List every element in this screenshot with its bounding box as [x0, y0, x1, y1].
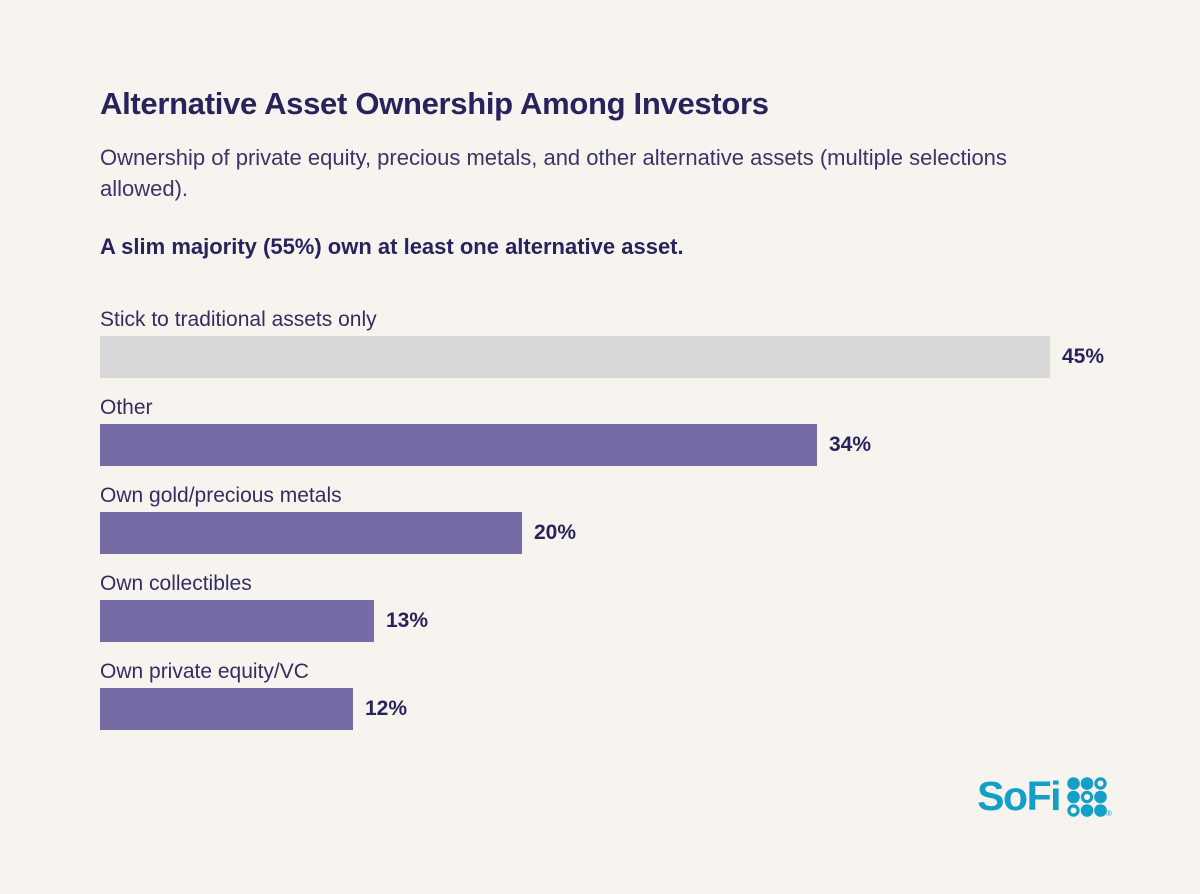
bar-category-label: Own collectibles: [100, 571, 252, 595]
bar-value-label: 34%: [829, 432, 872, 456]
bar: [100, 687, 353, 730]
bar-value-label: 45%: [1062, 344, 1105, 368]
bar-category-label: Other: [100, 395, 153, 419]
bar: [100, 599, 374, 642]
bar-track: 34%: [100, 423, 1110, 466]
dot-grid-graphic: [1067, 776, 1107, 817]
bar-category-label: Own gold/precious metals: [100, 483, 342, 507]
bar: [100, 335, 1050, 378]
bar: [100, 423, 817, 466]
bar-value-label: 12%: [365, 696, 408, 720]
bar-row: Stick to traditional assets only 45%: [100, 308, 1110, 378]
bar-category-label: Own private equity/VC: [100, 659, 309, 683]
sofi-logo-dots-icon: ®: [1067, 776, 1112, 817]
chart-subtitle: Ownership of private equity, precious me…: [100, 145, 1007, 202]
sofi-logo-text: SoFi: [977, 773, 1061, 819]
page-title: Alternative Asset Ownership Among Invest…: [100, 86, 769, 121]
bar-track: 13%: [100, 599, 1110, 642]
bar-value-label: 20%: [534, 520, 577, 544]
bar-track: 20%: [100, 511, 1110, 554]
bar-track: 12%: [100, 687, 1110, 730]
bar-value-label: 13%: [386, 608, 429, 632]
bar: [100, 511, 522, 554]
registered-trademark-icon: ®: [1106, 808, 1112, 818]
bar-row: Other 34%: [100, 396, 1110, 466]
bar-row: Own gold/precious metals 20%: [100, 484, 1110, 554]
bar-category-label: Stick to traditional assets only: [100, 307, 377, 331]
bar-row: Own private equity/VC 12%: [100, 660, 1110, 730]
sofi-logo: SoFi ®: [977, 773, 1112, 819]
bar-track: 45%: [100, 335, 1110, 378]
key-finding-callout: A slim majority (55%) own at least one a…: [100, 233, 684, 259]
bar-chart: Stick to traditional assets only 45% Other…: [100, 308, 1110, 730]
bar-row: Own collectibles 13%: [100, 572, 1110, 642]
